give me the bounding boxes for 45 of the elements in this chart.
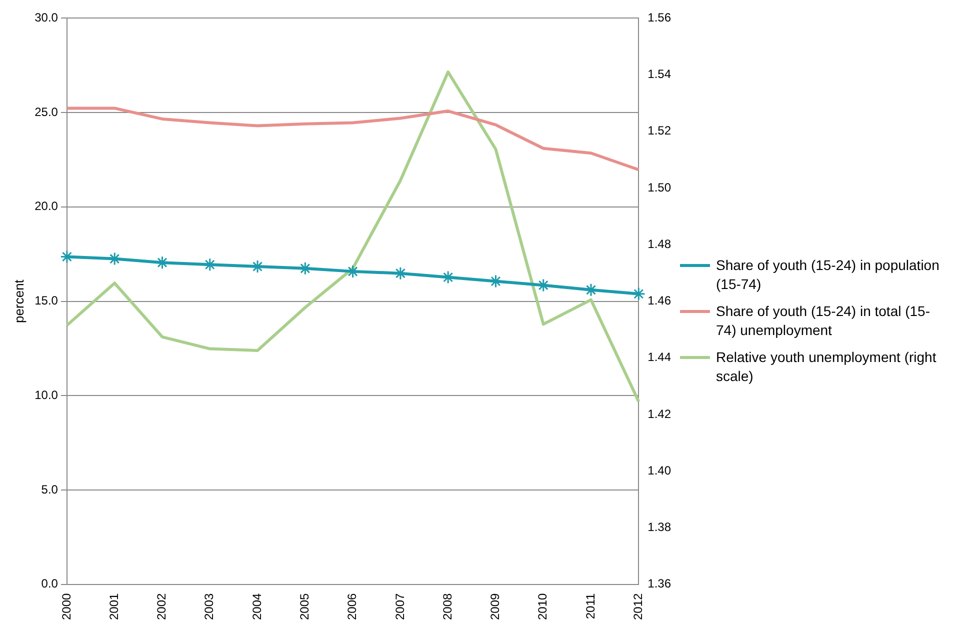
- y2-tick-label: 1.38: [648, 520, 672, 534]
- point: [632, 287, 646, 301]
- x-tick-label: 2010: [536, 592, 550, 620]
- x-tick-label: 2011: [583, 592, 598, 620]
- x-tick-label: 2008: [440, 592, 454, 620]
- y2-tick-label: 1.50: [648, 180, 672, 194]
- y-tick-label: 20.0: [34, 199, 58, 214]
- y2-tick-label: 1.46: [648, 294, 672, 308]
- x-tick-label: 2000: [59, 592, 74, 620]
- x-tick-label: 2005: [297, 592, 312, 620]
- y2-tick-label: 1.36: [648, 576, 672, 591]
- y2-tick-label: 1.56: [648, 10, 672, 25]
- point: [108, 252, 122, 266]
- y2-tick-label: 1.44: [648, 350, 672, 364]
- legend-label: Share of youth (15-24) in total (15-74) unemployment: [716, 302, 932, 340]
- y-tick-label: 0.0: [41, 576, 58, 591]
- x-tick-label: 2009: [488, 592, 502, 620]
- x-tick-label: 2007: [392, 592, 407, 620]
- x-tick-label: 2002: [154, 592, 169, 620]
- y-tick-label: 25.0: [34, 104, 58, 119]
- point: [394, 266, 408, 280]
- legend-label: Relative youth unemployment (right scale): [716, 348, 938, 386]
- point: [441, 270, 455, 284]
- y2-tick-label: 1.48: [648, 236, 672, 251]
- point: [298, 262, 312, 276]
- x-tick-label: 2006: [345, 592, 360, 620]
- x-tick-label: 2003: [202, 592, 216, 620]
- y2-tick-label: 1.40: [648, 463, 672, 478]
- x-tick-label: 2004: [250, 592, 264, 620]
- point: [250, 260, 264, 274]
- y2-tick-label: 1.42: [648, 406, 672, 421]
- point: [60, 250, 74, 264]
- x-tick-label: 2001: [106, 592, 121, 620]
- point: [536, 278, 550, 292]
- legend-label: Share of youth (15-24) in population (15-74): [716, 256, 940, 294]
- y-axis-title: percent: [11, 279, 26, 323]
- y2-tick-label: 1.52: [648, 124, 672, 138]
- y-tick-label: 5.0: [41, 482, 58, 496]
- y-tick-label: 30.0: [34, 10, 58, 25]
- point: [584, 283, 598, 297]
- point: [203, 258, 217, 272]
- y-tick-label: 15.0: [34, 294, 58, 308]
- y-tick-label: 10.0: [34, 388, 58, 402]
- x-tick-label: 2012: [630, 592, 645, 620]
- y2-tick-label: 1.54: [648, 67, 672, 82]
